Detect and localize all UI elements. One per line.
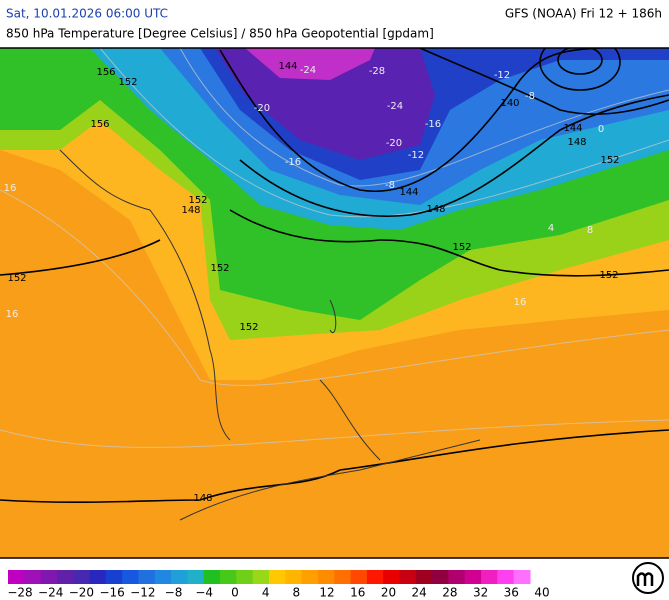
isotherms bbox=[0, 48, 669, 448]
colorbar-label: 16 bbox=[350, 586, 365, 600]
geopotential-label: 156 bbox=[90, 119, 109, 130]
geopotential-label: 152 bbox=[239, 322, 258, 333]
colorbar-label: −4 bbox=[195, 586, 213, 600]
colorbar-swatch bbox=[105, 570, 123, 584]
temperature-label: -20 bbox=[254, 103, 270, 114]
colorbar-swatch bbox=[122, 570, 139, 584]
colorbar-label: 20 bbox=[381, 586, 396, 600]
geopotential-label: 152 bbox=[210, 263, 229, 274]
temperature-label: -12 bbox=[408, 150, 424, 161]
colorbar-label: 24 bbox=[412, 586, 427, 600]
geopotential-label: 152 bbox=[599, 270, 618, 281]
geopotential-label: 152 bbox=[188, 195, 207, 206]
colorbar-swatch bbox=[366, 570, 384, 584]
colorbar-swatch bbox=[24, 570, 42, 584]
colorbar-swatch bbox=[154, 570, 172, 584]
colorbar-swatch bbox=[40, 570, 58, 584]
temperature-label: -24 bbox=[300, 65, 316, 76]
colorbar-label: 12 bbox=[319, 586, 334, 600]
temperature-label: -20 bbox=[386, 138, 402, 149]
colorbar-swatch bbox=[432, 570, 449, 584]
colorbar-swatch bbox=[350, 570, 368, 584]
temperature-label: -12 bbox=[494, 70, 510, 81]
colorbar-label: 4 bbox=[262, 586, 270, 600]
geopotential-label: 148 bbox=[567, 137, 586, 148]
temperature-label: 0 bbox=[598, 124, 604, 135]
temperature-label: 16 bbox=[514, 297, 527, 308]
colorbar-label: −16 bbox=[99, 586, 124, 600]
colorbar-label: −24 bbox=[38, 586, 63, 600]
colorbar-swatch bbox=[138, 570, 156, 584]
colorbar-label: −20 bbox=[69, 586, 94, 600]
colorbar-label: −12 bbox=[130, 586, 155, 600]
colorbar-swatch bbox=[317, 570, 335, 584]
temperature-label: -8 bbox=[525, 91, 535, 102]
geopotential-label: 152 bbox=[7, 273, 26, 284]
colorbar-swatch bbox=[56, 570, 74, 584]
colorbar-swatch bbox=[399, 570, 417, 584]
colorbar-swatch bbox=[8, 570, 25, 584]
datetime: Sat, 10.01.2026 06:00 UTC bbox=[6, 7, 168, 21]
geopotential-label: 148 bbox=[193, 493, 212, 504]
temperature-label: 16 bbox=[6, 309, 19, 320]
geopotential-label: 152 bbox=[600, 155, 619, 166]
colorbar-swatch bbox=[285, 570, 303, 584]
colorbar-swatch bbox=[73, 570, 91, 584]
colorbar-label: 8 bbox=[293, 586, 301, 600]
geopotential-label: 148 bbox=[426, 204, 445, 215]
temperature-label: -16 bbox=[285, 157, 301, 168]
geopotential-label: 144 bbox=[399, 187, 418, 198]
logo bbox=[632, 562, 664, 594]
temperature-label: -8 bbox=[385, 180, 395, 191]
temperature-label: 8 bbox=[587, 225, 593, 236]
colorbar-swatch bbox=[187, 570, 205, 584]
colorbar-swatch bbox=[415, 570, 433, 584]
colorbar-label: 0 bbox=[231, 586, 239, 600]
colorbar-swatch bbox=[236, 570, 254, 584]
colorbar-swatch bbox=[383, 570, 400, 584]
model: GFS (NOAA) Fri 12 + 186h bbox=[505, 7, 662, 21]
colorbar-label: 28 bbox=[442, 586, 457, 600]
geopotential-label: 144 bbox=[563, 123, 582, 134]
coastlines bbox=[59, 149, 481, 521]
temperature-label: -28 bbox=[369, 66, 385, 77]
geopotential-label: 156 bbox=[96, 67, 115, 78]
colorbar-label: 32 bbox=[473, 586, 488, 600]
colorbar-label: −28 bbox=[7, 586, 32, 600]
field-purple bbox=[215, 48, 435, 160]
colorbar-swatch bbox=[464, 570, 482, 584]
temperature-label: -16 bbox=[425, 119, 441, 130]
colorbar-swatch bbox=[448, 570, 466, 584]
geopotential-label: 144 bbox=[278, 61, 297, 72]
colorbar-swatch bbox=[252, 570, 270, 584]
temperature-label: 4 bbox=[548, 223, 554, 234]
parameter: 850 hPa Temperature [Degree Celsius] / 8… bbox=[6, 27, 434, 41]
colorbar-swatch bbox=[334, 570, 352, 584]
temperature-label: -24 bbox=[387, 101, 403, 112]
colorbar-swatch bbox=[301, 570, 319, 584]
colorbar-swatch bbox=[513, 570, 531, 584]
colorbar-swatch bbox=[89, 570, 107, 584]
geopotential-label: 148 bbox=[181, 205, 200, 216]
colorbar-label: 40 bbox=[534, 586, 549, 600]
colorbar-swatch bbox=[497, 570, 515, 584]
geopotential-contours bbox=[0, 48, 669, 504]
colorbar-swatch bbox=[171, 570, 188, 584]
colorbar-swatch bbox=[220, 570, 237, 584]
temperature-label: 16 bbox=[4, 183, 17, 194]
colorbar-label: 36 bbox=[504, 586, 519, 600]
geopotential-label: 152 bbox=[452, 242, 471, 253]
map bbox=[0, 47, 669, 559]
field-magenta bbox=[245, 48, 375, 80]
colorbar-swatch bbox=[269, 570, 286, 584]
geopotential-label: 152 bbox=[118, 77, 137, 88]
geopotential-label: 140 bbox=[500, 98, 519, 109]
colorbar-swatch bbox=[203, 570, 221, 584]
colorbar-label: −8 bbox=[165, 586, 183, 600]
colorbar-swatch bbox=[481, 570, 498, 584]
